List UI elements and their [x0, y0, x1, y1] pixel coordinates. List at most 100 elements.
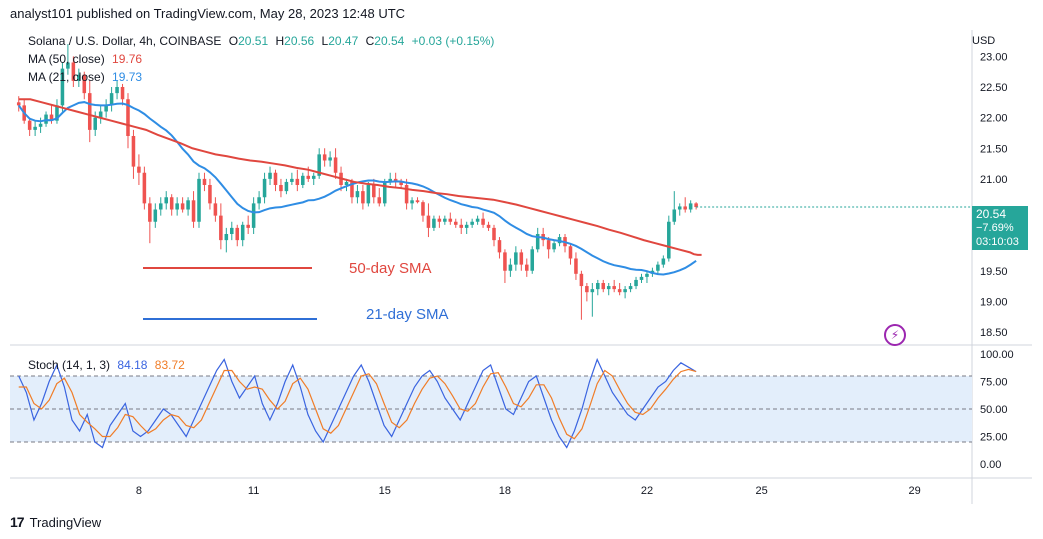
currency-label: USD [972, 35, 996, 47]
candle-body [508, 264, 513, 271]
candle-body [481, 218, 485, 225]
candle-body [93, 117, 97, 130]
stoch-legend: Stoch (14, 1, 3) 84.18 83.72 [28, 358, 185, 372]
candle-body [382, 181, 387, 204]
candle-body [235, 227, 240, 241]
candle-body [399, 181, 403, 185]
candle-body [568, 246, 573, 259]
tradingview-logo-icon[interactable]: 17 [10, 514, 25, 530]
candle-body [606, 286, 611, 290]
candle-body [694, 203, 698, 208]
candle-body [33, 126, 37, 130]
candle-body [590, 289, 595, 293]
candle-body [66, 62, 70, 69]
candle-body [197, 178, 201, 222]
candle-body [219, 215, 223, 241]
candle-body [169, 197, 174, 210]
candle-body [656, 264, 660, 271]
time-tick-label: 22 [641, 485, 653, 497]
candle-body [612, 286, 616, 290]
candle-body [579, 273, 584, 287]
candle-body [268, 172, 272, 179]
candle-body [464, 224, 469, 228]
candle-body [677, 206, 682, 210]
candle-body [27, 120, 32, 130]
candle-body [453, 221, 458, 225]
low-value: 20.47 [328, 34, 359, 48]
candle-body [137, 166, 141, 173]
alert-bolt-icon[interactable]: ⚡ [884, 324, 906, 346]
publish-header: analyst101 published on TradingView.com,… [10, 6, 406, 21]
candle-body [55, 105, 59, 121]
close-value: 20.54 [374, 34, 405, 48]
chart-frame[interactable]: 23.0022.5022.0021.5021.0020.5020.0019.50… [10, 30, 1032, 504]
time-tick-label: 11 [248, 485, 259, 497]
candle-body [574, 258, 578, 274]
open-label: O [228, 34, 239, 48]
candle-body [628, 286, 633, 290]
candle-body [290, 178, 294, 182]
last-price-tag: 20.54 −7.69% 03:10:03 [972, 206, 1028, 250]
ohlc-legend: Solana / U.S. Dollar, 4h, COINBASE O20.5… [28, 34, 494, 48]
candle-body [142, 172, 147, 204]
candle-body [77, 74, 81, 81]
candle-body [120, 87, 125, 100]
ma50-line [18, 98, 702, 256]
candle-body [224, 234, 229, 241]
candle-body [202, 178, 207, 185]
candle-body [437, 218, 442, 222]
candle-body [372, 185, 376, 198]
candle-body [361, 191, 365, 204]
candle-body [366, 185, 371, 204]
candle-body [672, 209, 677, 222]
time-tick-label: 25 [756, 485, 768, 497]
candle-body [377, 197, 382, 204]
candle-body [109, 93, 114, 106]
candle-body [71, 62, 76, 81]
candle-body [585, 286, 589, 293]
price-chart[interactable]: 23.0022.5022.0021.5021.0020.5020.0019.50… [10, 30, 1032, 504]
change-value: +0.03 (+0.15%) [411, 34, 495, 48]
candle-body [60, 68, 65, 106]
candle-body [273, 172, 278, 185]
candle-body [683, 206, 687, 210]
ma21-value: 19.73 [112, 70, 143, 84]
time-tick-label: 15 [379, 485, 391, 497]
ma50-legend: MA (50, close) 19.76 [28, 52, 142, 66]
candle-body [158, 203, 163, 210]
candle-body [404, 185, 409, 204]
candle-body [240, 224, 245, 241]
footer: 17 TradingView [10, 514, 101, 530]
low-label: L [321, 34, 329, 48]
high-label: H [275, 34, 285, 48]
candle-body [311, 175, 316, 179]
open-value: 20.51 [238, 34, 269, 48]
candle-body [230, 227, 234, 234]
candle-body [443, 218, 447, 222]
candle-body [623, 289, 627, 293]
candle-body [44, 114, 48, 124]
candle-body [301, 175, 305, 185]
candle-body [49, 114, 54, 121]
candle-body [388, 178, 392, 182]
candle-body [426, 215, 431, 228]
candle-body [246, 224, 250, 228]
candle-body [104, 105, 108, 112]
candle-body [164, 197, 169, 204]
candle-body [213, 203, 218, 216]
candle-body [148, 203, 152, 222]
high-value: 20.56 [284, 34, 315, 48]
brand-name[interactable]: TradingView [29, 514, 102, 530]
stoch-d-line [18, 368, 697, 440]
candle-body [432, 218, 436, 228]
stoch-d-value: 83.72 [154, 358, 185, 372]
candle-body [279, 185, 283, 192]
price-tick-label: 23.00 [980, 51, 1008, 63]
candle-body [251, 203, 256, 228]
candle-body [180, 203, 185, 210]
sma50-annotation: 50-day SMA [349, 260, 432, 277]
candle-body [514, 252, 518, 265]
time-tick-label: 8 [136, 485, 142, 497]
price-tick-label: 22.00 [980, 113, 1008, 125]
candle-body [535, 234, 540, 250]
